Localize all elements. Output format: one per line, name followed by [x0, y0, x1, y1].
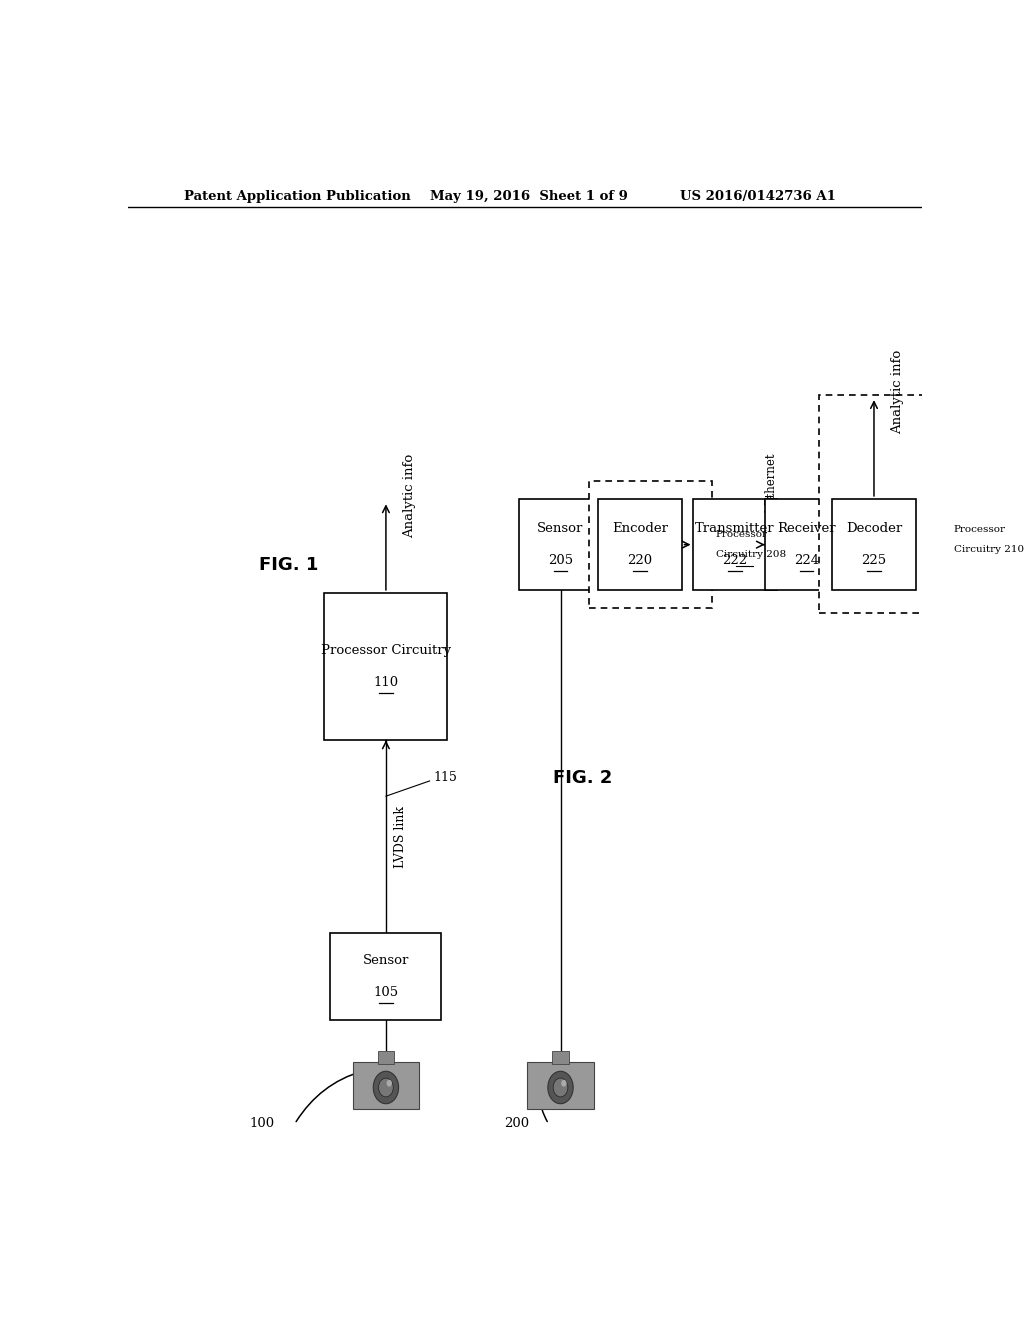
Text: Sensor: Sensor	[538, 521, 584, 535]
Bar	[552, 1051, 569, 1064]
Circle shape	[374, 1072, 398, 1104]
Text: 105: 105	[374, 986, 398, 999]
Text: 110: 110	[374, 676, 398, 689]
Text: Decoder: Decoder	[846, 521, 902, 535]
Text: 205: 205	[548, 554, 573, 568]
Bar	[519, 499, 602, 590]
Text: LVDS link: LVDS link	[393, 805, 407, 867]
Text: 220: 220	[628, 554, 652, 568]
Bar	[598, 499, 682, 590]
Bar	[527, 1061, 594, 1109]
Text: Receiver: Receiver	[777, 521, 836, 535]
Bar	[325, 593, 447, 741]
Text: Analytic info: Analytic info	[403, 454, 417, 539]
Circle shape	[553, 1078, 568, 1097]
Text: cable: cable	[764, 494, 777, 525]
Text: FIG. 2: FIG. 2	[553, 770, 612, 788]
Text: 100: 100	[250, 1118, 274, 1130]
Text: 115: 115	[433, 771, 458, 784]
Text: Circuitry 208: Circuitry 208	[716, 550, 785, 560]
Text: Processor Circuitry: Processor Circuitry	[321, 644, 451, 657]
Circle shape	[561, 1080, 566, 1086]
Text: Processor: Processor	[716, 529, 768, 539]
Text: May 19, 2016  Sheet 1 of 9: May 19, 2016 Sheet 1 of 9	[430, 190, 628, 202]
Circle shape	[387, 1080, 392, 1086]
Bar	[331, 933, 441, 1020]
Text: 222: 222	[723, 554, 748, 568]
Text: FIG. 1: FIG. 1	[259, 556, 318, 574]
Text: 200: 200	[504, 1118, 528, 1130]
Circle shape	[379, 1078, 393, 1097]
Text: Patent Application Publication: Patent Application Publication	[183, 190, 411, 202]
Bar	[589, 480, 712, 609]
Bar	[352, 1061, 419, 1109]
Text: Analytic info: Analytic info	[892, 350, 904, 434]
Text: 224: 224	[794, 554, 819, 568]
Bar	[819, 395, 950, 614]
Bar	[833, 499, 915, 590]
Text: Encoder: Encoder	[612, 521, 668, 535]
Text: Circuitry 210: Circuitry 210	[953, 545, 1024, 554]
Text: Processor: Processor	[953, 525, 1006, 533]
Text: 225: 225	[861, 554, 887, 568]
Bar	[693, 499, 777, 590]
Bar	[765, 499, 848, 590]
Text: Transmitter: Transmitter	[695, 521, 775, 535]
Text: US 2016/0142736 A1: US 2016/0142736 A1	[680, 190, 836, 202]
Circle shape	[548, 1072, 573, 1104]
Text: Sensor: Sensor	[362, 954, 410, 966]
Bar	[378, 1051, 394, 1064]
Text: 215: 215	[797, 566, 820, 579]
Text: Ethernet: Ethernet	[764, 453, 777, 504]
